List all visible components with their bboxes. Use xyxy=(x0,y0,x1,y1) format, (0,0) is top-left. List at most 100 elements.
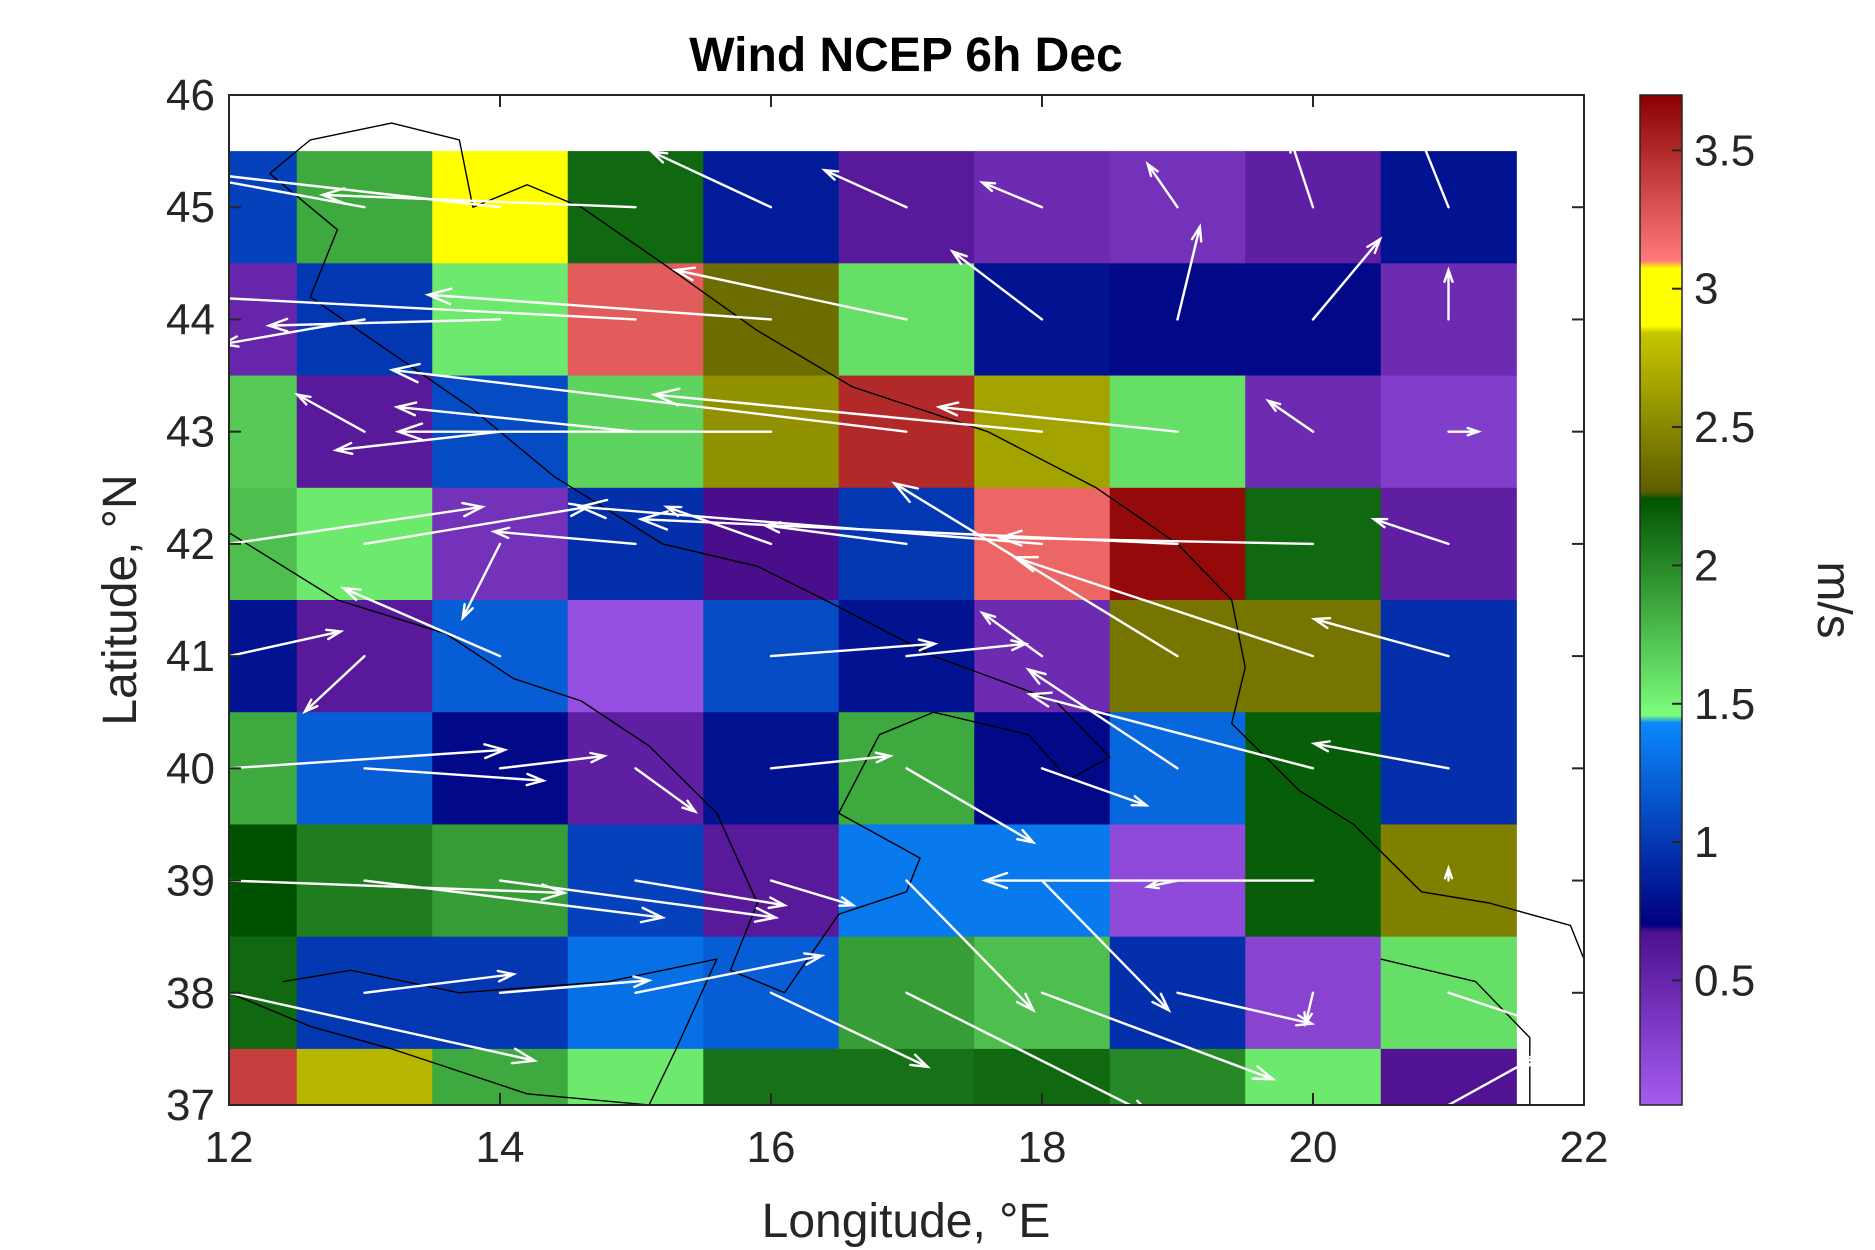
wind-arrow xyxy=(388,362,908,433)
y-tick-label: 43 xyxy=(166,408,215,457)
x-tick-label: 16 xyxy=(747,1123,796,1172)
x-tick-label: 22 xyxy=(1560,1123,1609,1172)
wind-arrow xyxy=(1409,111,1450,209)
wind-arrow xyxy=(229,181,366,209)
wind-arrow xyxy=(1303,991,1315,1028)
wind-arrow xyxy=(498,751,609,770)
wind-arrow xyxy=(769,991,931,1069)
colorbar-tick-label: 2.5 xyxy=(1694,403,1755,452)
wind-arrow xyxy=(1265,398,1315,433)
y-tick-label: 41 xyxy=(166,632,215,681)
wind-arrow xyxy=(1310,616,1450,658)
wind-arrow xyxy=(1145,160,1179,209)
wind-arrow xyxy=(363,969,518,994)
wind-arrow xyxy=(229,501,487,546)
wind-arrow xyxy=(1311,236,1383,321)
wind-arrow xyxy=(1176,991,1316,1027)
colorbar-label: m/s xyxy=(1807,561,1860,638)
wind-arrow xyxy=(318,187,637,209)
plot-area: 12 14 16 18 20 22 37 38 39 40 41 42 43 44 45 46 xyxy=(166,71,1609,1172)
wind-arrow xyxy=(498,879,780,923)
wind-arrow xyxy=(1011,555,1315,658)
colorbar-gradient xyxy=(1640,95,1682,1105)
wind-arrow xyxy=(1040,879,1172,1013)
wind-arrow xyxy=(769,638,939,658)
wind-arrow xyxy=(461,542,502,622)
y-tick-label: 40 xyxy=(166,744,215,793)
wind-arrow xyxy=(424,287,773,321)
wind-arrow xyxy=(1443,864,1454,882)
wind-arrow xyxy=(340,586,502,658)
wind-arrow xyxy=(935,401,1179,433)
y-tick-label: 38 xyxy=(166,969,215,1018)
wind-arrow xyxy=(905,991,1144,1105)
wind-arrow xyxy=(394,422,773,441)
colorbar-ticks: 0.5 1 1.5 2 2.5 3 3.5 xyxy=(1672,126,1755,1005)
wind-arrow xyxy=(1370,517,1450,546)
wind-arrow xyxy=(979,610,1044,658)
y-tick-label: 44 xyxy=(166,295,215,344)
wind-arrow xyxy=(905,767,1037,845)
wind-arrow xyxy=(949,249,1044,321)
wind-arrow xyxy=(1289,135,1315,209)
wind-arrow xyxy=(363,879,667,924)
wind-arrow xyxy=(229,743,509,770)
wind-arrow xyxy=(576,498,1044,546)
coastline-path xyxy=(229,173,1111,994)
coastline-path xyxy=(269,122,1584,960)
wind-arrow xyxy=(1447,426,1483,437)
heatmap-cell xyxy=(567,1048,704,1105)
y-tick-label: 45 xyxy=(166,183,215,232)
wind-arrow xyxy=(671,266,908,321)
x-tick-label: 14 xyxy=(476,1123,525,1172)
wind-arrow xyxy=(821,168,908,209)
x-axis: 12 14 16 18 20 22 xyxy=(205,95,1609,1172)
heatmap-cell xyxy=(296,1048,433,1105)
wind-arrow xyxy=(981,871,1315,890)
wind-arrow xyxy=(1447,991,1584,1044)
chart-title: Wind NCEP 6h Dec xyxy=(689,29,1122,82)
wind-arrow xyxy=(229,991,539,1065)
colorbar-tick-label: 2 xyxy=(1694,541,1718,590)
heatmap-cell xyxy=(567,600,704,713)
wind-arrow xyxy=(978,181,1044,209)
x-tick-label: 20 xyxy=(1289,1123,1338,1172)
wind-arrow xyxy=(905,879,1036,1013)
wind-vectors xyxy=(229,111,1584,1105)
y-axis: 37 38 39 40 41 42 43 44 45 46 xyxy=(166,71,1584,1130)
plot-frame xyxy=(228,94,1585,1106)
wind-arrow xyxy=(229,429,231,433)
colorbar-tick-label: 1 xyxy=(1694,818,1718,867)
wind-arrow xyxy=(1040,767,1150,807)
y-tick-label: 39 xyxy=(166,857,215,906)
wind-arrow xyxy=(498,975,653,994)
wind-arrow xyxy=(1176,223,1203,321)
wind-arrow xyxy=(332,430,502,455)
colorbar-tick-label: 3 xyxy=(1694,265,1718,314)
wind-arrow xyxy=(490,526,637,546)
colorbar-tick-label: 3.5 xyxy=(1694,126,1755,175)
wind-arrow xyxy=(229,628,345,658)
wind-arrow xyxy=(294,392,366,433)
y-tick-label: 37 xyxy=(166,1081,215,1130)
y-tick-label: 42 xyxy=(166,520,215,569)
wind-arrow xyxy=(634,879,789,910)
colorbar-frame xyxy=(1639,94,1683,1106)
heatmap-cell xyxy=(1109,1048,1246,1105)
wind-arrow xyxy=(634,767,699,814)
colorbar: 0.5 1 1.5 2 2.5 3 3.5 m/s xyxy=(1639,94,1860,1106)
wind-arrow xyxy=(650,387,1044,433)
wind-arrow xyxy=(1443,266,1454,321)
heatmap-cell xyxy=(229,1048,298,1105)
wind-arrow xyxy=(634,952,826,994)
wind-arrow xyxy=(393,401,637,433)
wind-arrow xyxy=(229,297,637,321)
heatmap-cell xyxy=(1380,1048,1517,1105)
wind-arrow xyxy=(1447,1053,1542,1105)
wind-arrow xyxy=(1025,667,1179,770)
wind-arrow xyxy=(1040,991,1277,1081)
wind-arrow xyxy=(648,150,773,209)
wind-arrow xyxy=(769,879,857,907)
y-axis-title: Latitude, °N xyxy=(94,474,147,725)
